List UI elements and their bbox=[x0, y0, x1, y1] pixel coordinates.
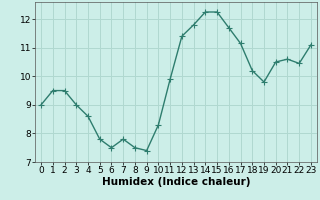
X-axis label: Humidex (Indice chaleur): Humidex (Indice chaleur) bbox=[102, 177, 250, 187]
